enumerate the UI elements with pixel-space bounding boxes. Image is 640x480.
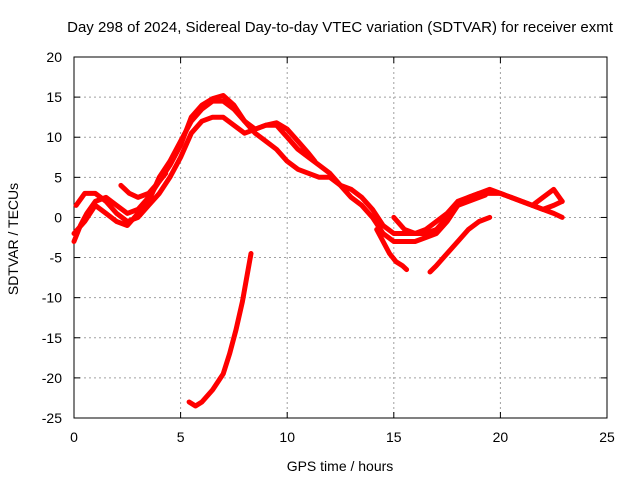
y-tick-label: -10 (42, 290, 62, 306)
chart-title: Day 298 of 2024, Sidereal Day-to-day VTE… (67, 19, 614, 36)
x-tick-label: 0 (70, 429, 78, 445)
plot-border (73, 56, 608, 419)
series-line-track-d (118, 170, 169, 200)
x-tick-label: 25 (599, 429, 615, 445)
grid-layer (74, 57, 607, 418)
series-line-track-e (374, 227, 410, 273)
y-tick-label: -15 (42, 330, 62, 346)
series-line-track-c (71, 98, 318, 236)
y-tick-label: 15 (46, 89, 62, 105)
x-tick-label: 20 (493, 429, 509, 445)
y-tick-label: 10 (46, 129, 62, 145)
y-tick-label: 5 (54, 169, 62, 185)
series-line-track-f (391, 192, 488, 236)
series-line-track-g (427, 214, 493, 275)
x-tick-label: 15 (386, 429, 402, 445)
series-layer (71, 93, 565, 409)
y-axis-title: SDTVAR / TECUs (5, 183, 21, 295)
x-tick-label: 10 (279, 429, 295, 445)
y-tick-label: -25 (42, 410, 62, 426)
series-line-track-i (186, 251, 254, 409)
series-line-track-b (73, 114, 565, 236)
y-tick-label: 0 (54, 209, 62, 225)
y-tick-label: -20 (42, 370, 62, 386)
y-tick-label: 20 (46, 49, 62, 65)
x-tick-label: 5 (177, 429, 185, 445)
series-line-track-h (529, 186, 565, 208)
tick-layer: 0 5 10 15 20 25 20 15 10 5 0 -5 -10 -15 -20 -25 (42, 49, 615, 445)
y-tick-label: -5 (50, 250, 63, 266)
x-axis-title: GPS time / hours (287, 458, 394, 474)
